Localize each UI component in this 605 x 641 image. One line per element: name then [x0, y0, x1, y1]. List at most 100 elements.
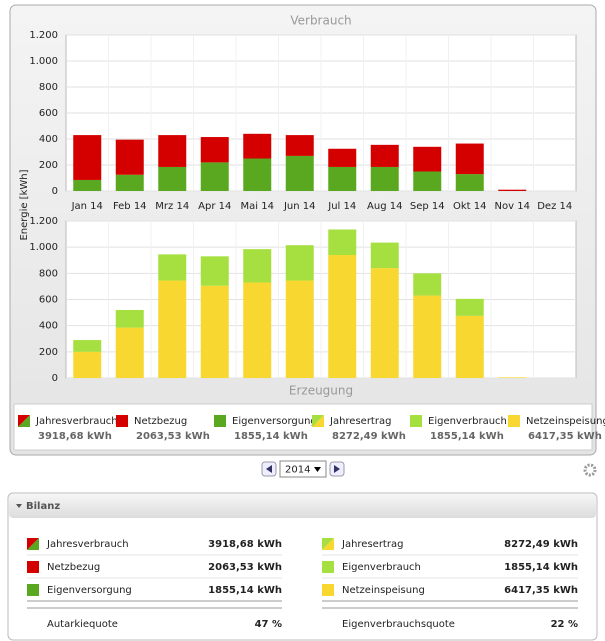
x-tick-label: Apr 14 [198, 201, 231, 212]
bar-segment [115, 139, 144, 175]
legend-icon [322, 561, 334, 573]
x-tick-label: Sep 14 [410, 201, 445, 212]
bar-segment [413, 295, 442, 378]
bar-segment [115, 327, 144, 378]
bilanz-value: 8272,49 kWh [504, 539, 578, 550]
bilanz-label: Eigenversorgung [47, 585, 132, 596]
bilanz-label: Netzbezug [47, 562, 100, 573]
legend-icon [322, 584, 334, 596]
y-tick-label: 600 [39, 108, 58, 119]
y-tick-label: 800 [39, 82, 58, 93]
bar-segment [73, 340, 102, 352]
bar-segment [413, 146, 442, 172]
year-label: 2014 [285, 465, 310, 476]
bar-segment [370, 144, 399, 167]
bilanz-value: 2063,53 kWh [208, 562, 282, 573]
bilanz-label: Eigenverbrauch [342, 562, 421, 573]
bilanz-panel [7, 492, 598, 641]
quote-label: Autarkiequote [47, 619, 118, 630]
bilanz-header [9, 494, 596, 518]
legend-label: Netzeinspeisung [526, 416, 605, 427]
bar-segment [285, 155, 314, 191]
bar-segment [115, 309, 144, 328]
x-tick-label: Jul 14 [327, 201, 356, 212]
legend-icon [214, 415, 226, 427]
legend-label: Eigenversorgung [232, 416, 317, 427]
next-arrow [334, 465, 340, 473]
x-tick-label: Jun 14 [283, 201, 316, 212]
x-tick-label: Aug 14 [367, 201, 402, 212]
legend-icon [312, 415, 324, 427]
chart-title: Erzeugung [289, 384, 353, 398]
bar-segment [370, 166, 399, 191]
y-tick-label: 1.000 [29, 56, 58, 67]
quote-label: Eigenverbrauchsquote [342, 619, 455, 630]
bar-segment [498, 189, 527, 191]
bilanz-value: 6417,35 kWh [504, 585, 578, 596]
quote-value: 22 % [551, 619, 578, 630]
bar-segment [498, 377, 527, 378]
quote-value: 47 % [255, 619, 282, 630]
legend-box [13, 403, 593, 451]
legend-icon [18, 415, 30, 427]
y-tick-label: 400 [39, 134, 58, 145]
bar-segment [200, 285, 229, 378]
bilanz-label: Jahresertrag [341, 539, 403, 550]
y-tick-label: 600 [39, 295, 58, 306]
bar-segment [115, 174, 144, 191]
bar-segment [285, 135, 314, 156]
bar-segment [158, 280, 187, 378]
legend-icon [322, 538, 334, 550]
bar-segment [370, 268, 399, 378]
legend-icon [508, 415, 520, 427]
bar-segment [243, 158, 272, 191]
legend-icon [27, 584, 39, 596]
y-tick-label: 400 [39, 321, 58, 332]
bar-segment [455, 174, 484, 191]
y-tick-label: 200 [39, 347, 58, 358]
x-tick-label: Jan 14 [71, 201, 103, 212]
dropdown-arrow [314, 467, 321, 472]
y-tick-label: 1.200 [29, 216, 58, 227]
y-axis-label: Energie [kWh] [19, 169, 30, 240]
x-tick-label: Nov 14 [495, 201, 530, 212]
bar-segment [73, 179, 102, 191]
bar-segment [243, 249, 272, 283]
legend-value: 2063,53 kWh [136, 431, 210, 442]
bar-segment [328, 255, 357, 378]
bar-segment [455, 298, 484, 316]
y-tick-label: 0 [52, 373, 58, 384]
bilanz-label: Netzeinspeisung [342, 585, 425, 596]
legend-icon [116, 415, 128, 427]
bar-segment [158, 166, 187, 191]
collapse-arrow[interactable] [16, 504, 22, 508]
bar-segment [328, 166, 357, 191]
bilanz-value: 1855,14 kWh [504, 562, 578, 573]
y-tick-label: 800 [39, 268, 58, 279]
chart-title: Verbrauch [290, 14, 351, 28]
settings-icon[interactable] [583, 463, 597, 477]
legend-value: 1855,14 kWh [234, 431, 308, 442]
prev-arrow [266, 465, 272, 473]
legend-value: 8272,49 kWh [332, 431, 406, 442]
bar-segment [285, 280, 314, 378]
bar-segment [158, 254, 187, 281]
bar-segment [328, 148, 357, 167]
legend-value: 1855,14 kWh [430, 431, 504, 442]
legend-icon [27, 561, 39, 573]
legend-value: 6417,35 kWh [528, 431, 602, 442]
bar-segment [413, 171, 442, 191]
bar-segment [455, 315, 484, 378]
bar-segment [73, 351, 102, 378]
bar-segment [200, 256, 229, 286]
bar-segment [243, 133, 272, 159]
x-tick-label: Feb 14 [113, 201, 147, 212]
bar-segment [200, 137, 229, 163]
y-tick-label: 1.200 [29, 30, 58, 41]
bar-segment [200, 162, 229, 191]
y-tick-label: 1.000 [29, 242, 58, 253]
year-select[interactable] [279, 460, 327, 478]
y-tick-label: 200 [39, 160, 58, 171]
bilanz-title: Bilanz [26, 501, 60, 512]
bar-segment [73, 135, 102, 180]
